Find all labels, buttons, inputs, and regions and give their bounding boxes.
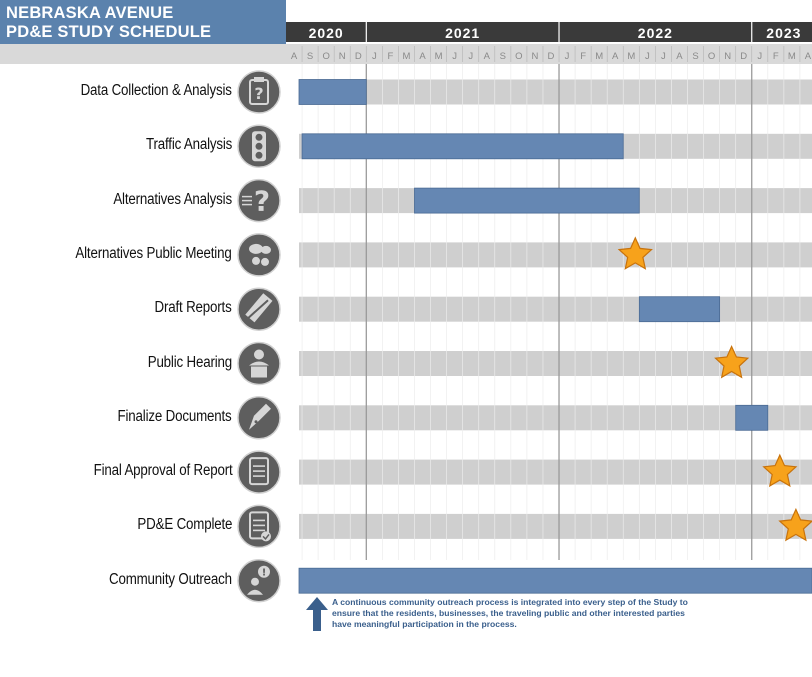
plot-area <box>298 64 812 594</box>
month-tick-label: O <box>515 51 522 62</box>
year-label: 2022 <box>638 25 673 41</box>
clipboard-question-icon: ? <box>237 70 281 114</box>
svg-text:?: ? <box>254 84 263 103</box>
speech-bubbles-icon <box>237 233 281 277</box>
month-tick-label: M <box>595 51 603 62</box>
task-label: Traffic Analysis <box>145 136 232 154</box>
month-tick-label: A <box>419 51 426 62</box>
month-tick-label: J <box>452 51 457 62</box>
month-tick-label: M <box>627 51 635 62</box>
year-label: 2021 <box>445 25 480 41</box>
year-label: 2020 <box>309 25 344 41</box>
chart-title-line1: NEBRASKA AVENUE <box>6 4 174 22</box>
row-track <box>299 242 812 268</box>
month-tick-label: D <box>355 51 362 62</box>
person-exclamation-icon: ! <box>237 558 281 603</box>
month-tick-label: J <box>565 51 570 62</box>
month-tick-label: A <box>291 51 298 62</box>
month-tick-label: A <box>805 51 812 62</box>
task-label: Alternatives Analysis <box>113 190 232 208</box>
task-label: Final Approval of Report <box>93 462 232 480</box>
svg-text:!: ! <box>262 568 267 579</box>
month-tick-label: F <box>773 51 779 62</box>
month-tick-label: N <box>531 51 538 62</box>
task-label: Data Collection & Analysis <box>80 82 232 99</box>
milestone-star <box>617 236 653 270</box>
title-banner: NEBRASKA AVENUE PD&E STUDY SCHEDULE <box>0 0 286 44</box>
month-tick-label: F <box>387 51 393 62</box>
month-tick-label: D <box>548 51 555 62</box>
month-tick-label: D <box>740 51 747 62</box>
row-track <box>299 459 812 485</box>
question-mark-icon: ? <box>237 178 281 223</box>
task-label: Community Outreach <box>109 570 232 588</box>
task-label: PD&E Complete <box>137 516 232 534</box>
pen-nib-icon <box>237 396 281 440</box>
speaker-podium-icon <box>237 341 281 386</box>
month-header-bar <box>0 44 812 64</box>
month-tick-label: J <box>661 51 666 62</box>
row-track <box>299 79 812 105</box>
chart-title-line2: PD&E STUDY SCHEDULE <box>6 23 212 41</box>
task-bar <box>301 133 624 160</box>
outreach-note: A continuous community outreach process … <box>332 597 688 629</box>
month-tick-label: O <box>708 51 715 62</box>
task-bar <box>414 187 640 214</box>
document-check-icon <box>237 504 281 549</box>
month-tick-label: J <box>757 51 762 62</box>
month-tick-label: J <box>468 51 473 62</box>
month-tick-label: M <box>435 51 443 62</box>
year-label: 2023 <box>766 25 801 41</box>
task-bar <box>638 296 721 323</box>
task-label: Draft Reports <box>154 299 232 317</box>
task-label: Public Hearing <box>147 353 232 371</box>
month-tick-label: M <box>402 51 410 62</box>
month-tick-label: M <box>788 51 796 62</box>
row-track <box>299 513 812 539</box>
pencil-icon <box>237 287 281 331</box>
milestone-star <box>778 507 812 542</box>
row-track <box>299 405 812 431</box>
task-bar <box>298 79 367 105</box>
document-icon <box>237 450 281 494</box>
month-tick-label: O <box>322 51 329 62</box>
arrow-up-icon <box>306 597 328 631</box>
month-tick-label: J <box>372 51 377 62</box>
task-label: Finalize Documents <box>118 407 232 425</box>
task-bar <box>735 404 769 431</box>
milestone-star <box>762 453 798 488</box>
row-track <box>299 296 812 322</box>
month-tick-label: A <box>484 51 491 62</box>
task-label: Alternatives Public Meeting <box>75 244 232 262</box>
month-tick-label: J <box>645 51 650 62</box>
traffic-light-icon <box>237 124 281 169</box>
year-header-bar <box>286 22 812 42</box>
month-tick-label: A <box>612 51 619 62</box>
task-bar <box>298 567 812 594</box>
month-tick-label: S <box>500 51 506 62</box>
month-tick-label: N <box>339 51 346 62</box>
month-tick-label: A <box>676 51 683 62</box>
month-tick-label: N <box>724 51 731 62</box>
month-tick-label: S <box>307 51 313 62</box>
svg-text:?: ? <box>254 185 270 218</box>
month-tick-label: S <box>692 51 698 62</box>
milestone-star <box>714 345 750 379</box>
month-tick-label: F <box>580 51 586 62</box>
